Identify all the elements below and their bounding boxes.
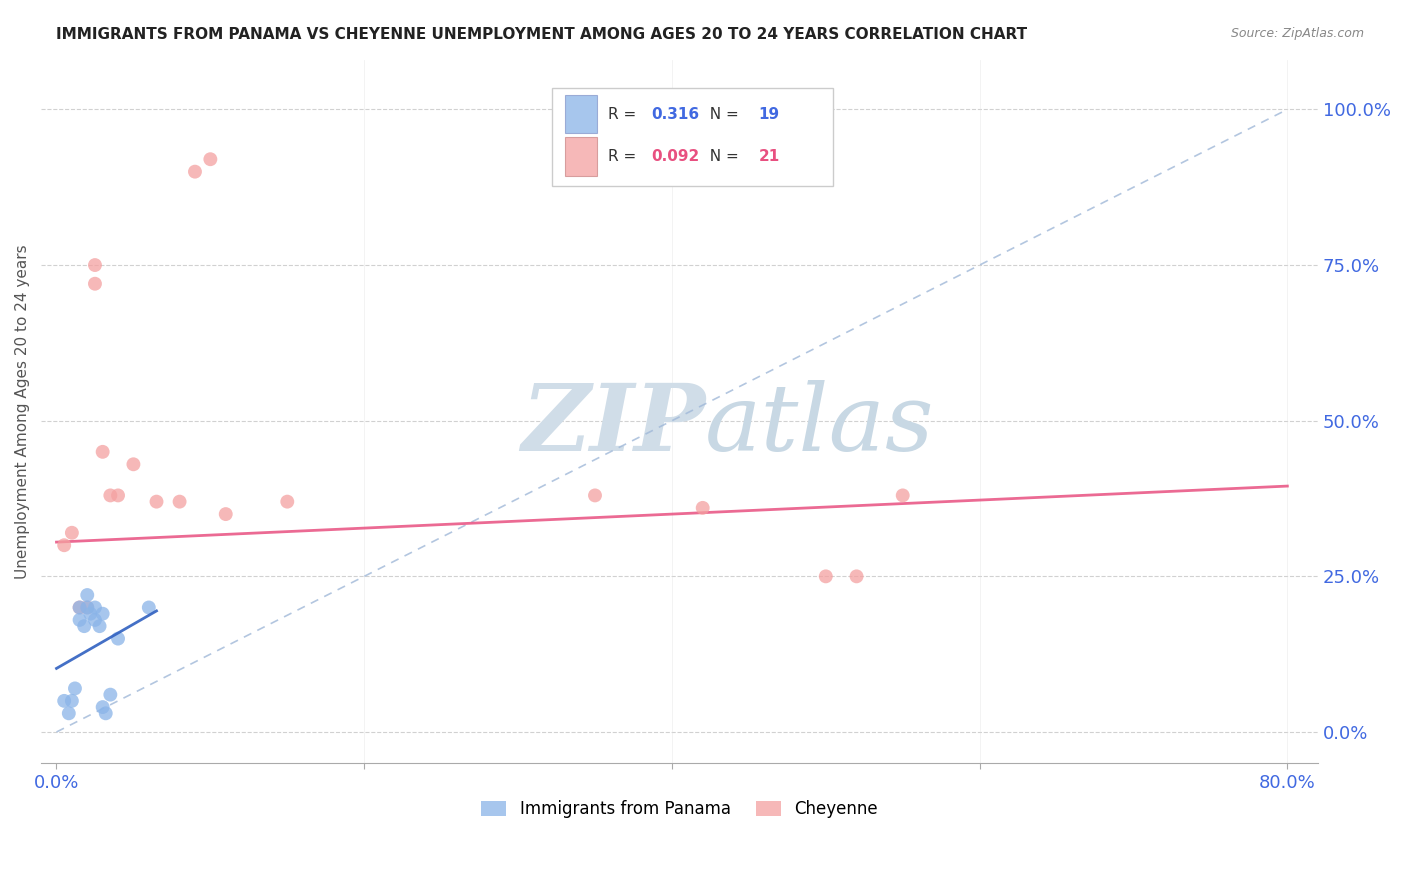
Text: 0.316: 0.316 xyxy=(651,107,700,121)
Y-axis label: Unemployment Among Ages 20 to 24 years: Unemployment Among Ages 20 to 24 years xyxy=(15,244,30,579)
Point xyxy=(692,500,714,515)
Point xyxy=(69,600,91,615)
Point xyxy=(215,507,238,521)
Point xyxy=(73,619,96,633)
Point xyxy=(94,706,117,721)
Point xyxy=(58,706,80,721)
Text: IMMIGRANTS FROM PANAMA VS CHEYENNE UNEMPLOYMENT AMONG AGES 20 TO 24 YEARS CORREL: IMMIGRANTS FROM PANAMA VS CHEYENNE UNEMP… xyxy=(56,27,1028,42)
FancyBboxPatch shape xyxy=(565,137,596,176)
Point xyxy=(91,445,114,459)
Point xyxy=(76,588,98,602)
Point xyxy=(84,277,107,291)
Text: ZIP: ZIP xyxy=(520,380,706,470)
Point xyxy=(98,488,121,502)
Point xyxy=(814,569,837,583)
Point xyxy=(145,494,167,508)
Text: R =: R = xyxy=(609,107,641,121)
Point xyxy=(89,619,111,633)
Point xyxy=(169,494,191,508)
Text: N =: N = xyxy=(700,149,744,164)
Point xyxy=(200,152,222,166)
Point xyxy=(91,607,114,621)
Point xyxy=(91,700,114,714)
Legend: Immigrants from Panama, Cheyenne: Immigrants from Panama, Cheyenne xyxy=(475,794,884,825)
Text: N =: N = xyxy=(700,107,744,121)
Text: 19: 19 xyxy=(759,107,780,121)
FancyBboxPatch shape xyxy=(553,87,832,186)
Point xyxy=(845,569,868,583)
Point xyxy=(84,600,107,615)
Text: 21: 21 xyxy=(759,149,780,164)
Text: Source: ZipAtlas.com: Source: ZipAtlas.com xyxy=(1230,27,1364,40)
Point xyxy=(79,607,101,621)
Point xyxy=(53,538,76,552)
Point xyxy=(84,258,107,272)
Point xyxy=(76,600,98,615)
FancyBboxPatch shape xyxy=(565,95,596,134)
Point xyxy=(122,457,145,471)
Point xyxy=(84,613,107,627)
Point xyxy=(107,488,129,502)
Text: R =: R = xyxy=(609,149,641,164)
Point xyxy=(69,600,91,615)
Point xyxy=(583,488,606,502)
Point xyxy=(184,164,207,178)
Point xyxy=(138,600,160,615)
Point xyxy=(107,632,129,646)
Text: 0.092: 0.092 xyxy=(651,149,700,164)
Point xyxy=(891,488,914,502)
Point xyxy=(60,694,83,708)
Point xyxy=(60,525,83,540)
Text: atlas: atlas xyxy=(706,380,935,470)
Point xyxy=(63,681,86,696)
Point xyxy=(98,688,121,702)
Point xyxy=(53,694,76,708)
Point xyxy=(276,494,298,508)
Point xyxy=(76,600,98,615)
Point xyxy=(69,613,91,627)
